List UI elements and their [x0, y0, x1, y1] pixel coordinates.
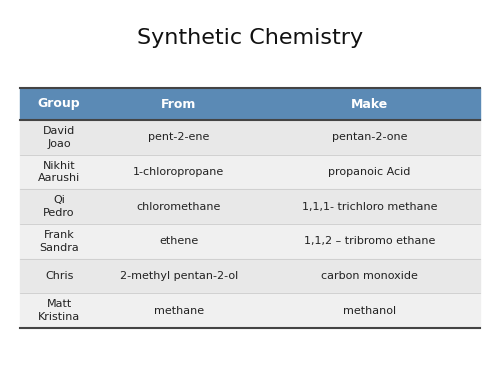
- Text: methanol: methanol: [343, 306, 396, 316]
- Text: ethene: ethene: [159, 236, 198, 246]
- Text: From: From: [161, 98, 196, 111]
- Text: 1,1,2 – tribromo ethane: 1,1,2 – tribromo ethane: [304, 236, 436, 246]
- Text: Nikhit
Aarushi: Nikhit Aarushi: [38, 161, 80, 183]
- Text: Frank
Sandra: Frank Sandra: [39, 230, 79, 252]
- Text: 1,1,1- trichloro methane: 1,1,1- trichloro methane: [302, 202, 438, 211]
- Text: propanoic Acid: propanoic Acid: [328, 167, 411, 177]
- Text: Synthetic Chemistry: Synthetic Chemistry: [137, 28, 363, 48]
- Text: Group: Group: [38, 98, 80, 111]
- Text: 2-methyl pentan-2-ol: 2-methyl pentan-2-ol: [120, 271, 238, 281]
- Text: David
Joao: David Joao: [43, 126, 75, 148]
- Text: Chris: Chris: [45, 271, 74, 281]
- Text: Make: Make: [351, 98, 388, 111]
- Text: methane: methane: [154, 306, 204, 316]
- Text: carbon monoxide: carbon monoxide: [321, 271, 418, 281]
- Text: chloromethane: chloromethane: [136, 202, 221, 211]
- Text: pent-2-ene: pent-2-ene: [148, 132, 210, 142]
- Text: Qi
Pedro: Qi Pedro: [44, 195, 75, 218]
- Text: 1-chloropropane: 1-chloropropane: [133, 167, 224, 177]
- Text: Matt
Kristina: Matt Kristina: [38, 300, 80, 322]
- Text: pentan-2-one: pentan-2-one: [332, 132, 407, 142]
